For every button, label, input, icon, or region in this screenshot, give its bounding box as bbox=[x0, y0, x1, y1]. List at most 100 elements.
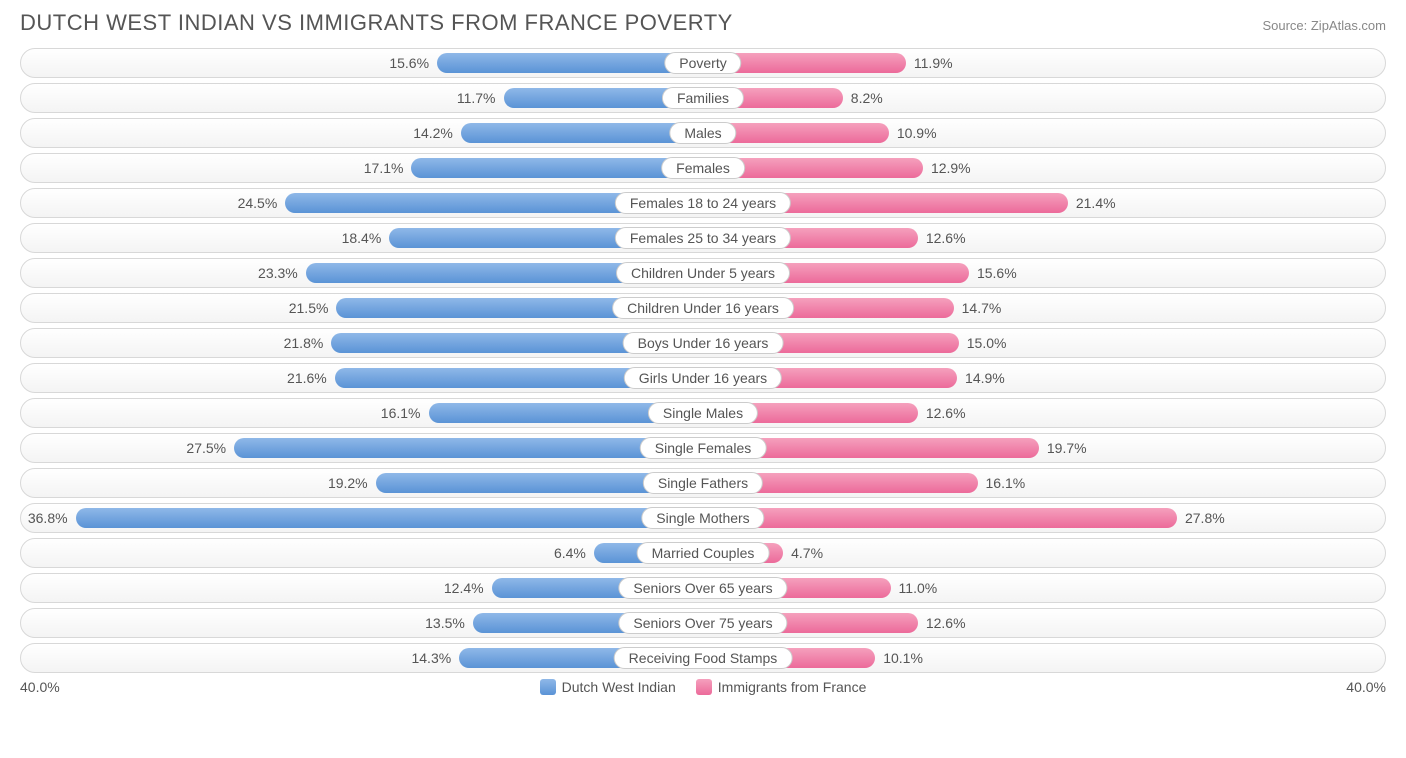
chart-row: 23.3% 15.6%Children Under 5 years bbox=[20, 258, 1386, 288]
category-label: Receiving Food Stamps bbox=[614, 647, 793, 669]
row-right-half: 8.2% bbox=[703, 84, 1385, 112]
value-right: 12.6% bbox=[918, 399, 966, 427]
row-left-half: 16.1% bbox=[21, 399, 703, 427]
row-left-half: 36.8% bbox=[21, 504, 703, 532]
value-right: 10.9% bbox=[889, 119, 937, 147]
chart-row: 16.1% 12.6% Single Males bbox=[20, 398, 1386, 428]
chart-row: 24.5% 21.4% Females 18 to 24 years bbox=[20, 188, 1386, 218]
value-left: 27.5% bbox=[186, 434, 234, 462]
row-right-half: 14.7% bbox=[703, 294, 1385, 322]
chart-row: 13.5% 12.6% Seniors Over 75 years bbox=[20, 608, 1386, 638]
row-left-half: 24.5% bbox=[21, 189, 703, 217]
diverging-bar-chart: 15.6%11.9%Poverty11.7%8.2%Families14.2%1… bbox=[20, 48, 1386, 673]
legend-item-left: Dutch West Indian bbox=[540, 679, 676, 695]
value-right: 11.0% bbox=[891, 574, 938, 602]
legend-swatch-left bbox=[540, 679, 556, 695]
value-right: 27.8% bbox=[1177, 504, 1225, 532]
category-label: Males bbox=[669, 122, 736, 144]
value-left: 6.4% bbox=[554, 539, 594, 567]
value-right: 21.4% bbox=[1068, 189, 1116, 217]
value-right: 12.6% bbox=[918, 224, 966, 252]
value-left: 15.6% bbox=[389, 49, 437, 77]
value-right: 19.7% bbox=[1039, 434, 1087, 462]
row-right-half: 11.0% bbox=[703, 574, 1385, 602]
chart-row: 21.8% 15.0% Boys Under 16 years bbox=[20, 328, 1386, 358]
row-right-half: 15.6% bbox=[703, 259, 1385, 287]
row-left-half: 19.2% bbox=[21, 469, 703, 497]
value-left: 11.7% bbox=[457, 84, 504, 112]
value-right: 15.0% bbox=[959, 329, 1007, 357]
value-right: 11.9% bbox=[906, 49, 953, 77]
category-label: Single Males bbox=[648, 402, 758, 424]
bar-left bbox=[234, 438, 703, 458]
category-label: Children Under 5 years bbox=[616, 262, 790, 284]
row-left-half: 15.6% bbox=[21, 49, 703, 77]
category-label: Seniors Over 75 years bbox=[618, 612, 787, 634]
row-right-half: 12.6% bbox=[703, 399, 1385, 427]
chart-row: 14.2% 10.9% Males bbox=[20, 118, 1386, 148]
chart-row: 15.6% 11.9% Poverty bbox=[20, 48, 1386, 78]
category-label: Single Females bbox=[640, 437, 767, 459]
chart-row: 12.4% 11.0% Seniors Over 65 years bbox=[20, 573, 1386, 603]
value-right: 14.7% bbox=[954, 294, 1002, 322]
value-right: 12.9% bbox=[923, 154, 971, 182]
row-right-half: 12.6% bbox=[703, 609, 1385, 637]
value-left: 24.5% bbox=[238, 189, 286, 217]
bar-left bbox=[76, 508, 703, 528]
category-label: Children Under 16 years bbox=[612, 297, 794, 319]
category-label: Girls Under 16 years bbox=[624, 367, 782, 389]
category-label: Families bbox=[662, 87, 744, 109]
row-left-half: 14.2% bbox=[21, 119, 703, 147]
row-right-half: 12.6% bbox=[703, 224, 1385, 252]
legend-label-right: Immigrants from France bbox=[718, 679, 867, 695]
row-left-half: 21.5% bbox=[21, 294, 703, 322]
value-right: 14.9% bbox=[957, 364, 1005, 392]
category-label: Single Fathers bbox=[643, 472, 763, 494]
row-right-half: 15.0% bbox=[703, 329, 1385, 357]
value-left: 12.4% bbox=[444, 574, 492, 602]
chart-row: 14.3% 10.1% Receiving Food Stamps bbox=[20, 643, 1386, 673]
axis-max-right: 40.0% bbox=[1346, 679, 1386, 695]
row-left-half: 23.3% bbox=[21, 259, 703, 287]
category-label: Poverty bbox=[664, 52, 741, 74]
category-label: Seniors Over 65 years bbox=[618, 577, 787, 599]
value-right: 12.6% bbox=[918, 609, 966, 637]
bar-left bbox=[437, 53, 703, 73]
chart-row: 21.5% 14.7% Children Under 16 years bbox=[20, 293, 1386, 323]
legend-label-left: Dutch West Indian bbox=[562, 679, 676, 695]
chart-row: 11.7% 8.2%Families bbox=[20, 83, 1386, 113]
value-left: 19.2% bbox=[328, 469, 376, 497]
value-left: 14.3% bbox=[411, 644, 459, 672]
row-left-half: 27.5% bbox=[21, 434, 703, 462]
row-right-half: 11.9% bbox=[703, 49, 1385, 77]
row-left-half: 6.4% bbox=[21, 539, 703, 567]
chart-row: 27.5% 19.7% Single Females bbox=[20, 433, 1386, 463]
value-left: 13.5% bbox=[425, 609, 473, 637]
row-right-half: 19.7% bbox=[703, 434, 1385, 462]
value-left: 23.3% bbox=[258, 259, 306, 287]
bar-right bbox=[703, 508, 1177, 528]
category-label: Females 18 to 24 years bbox=[615, 192, 791, 214]
row-left-half: 12.4% bbox=[21, 574, 703, 602]
value-left: 21.5% bbox=[289, 294, 337, 322]
category-label: Boys Under 16 years bbox=[623, 332, 784, 354]
category-label: Females bbox=[661, 157, 745, 179]
row-left-half: 17.1% bbox=[21, 154, 703, 182]
row-left-half: 18.4% bbox=[21, 224, 703, 252]
axis-max-left: 40.0% bbox=[20, 679, 60, 695]
legend: Dutch West Indian Immigrants from France bbox=[540, 679, 867, 695]
value-right: 10.1% bbox=[875, 644, 923, 672]
legend-swatch-right bbox=[696, 679, 712, 695]
row-left-half: 11.7% bbox=[21, 84, 703, 112]
category-label: Married Couples bbox=[637, 542, 770, 564]
row-left-half: 21.8% bbox=[21, 329, 703, 357]
chart-row: 18.4%12.6%Females 25 to 34 years bbox=[20, 223, 1386, 253]
value-left: 14.2% bbox=[413, 119, 461, 147]
chart-source: Source: ZipAtlas.com bbox=[1262, 18, 1386, 33]
row-right-half: 4.7% bbox=[703, 539, 1385, 567]
row-left-half: 21.6% bbox=[21, 364, 703, 392]
value-right: 16.1% bbox=[978, 469, 1026, 497]
chart-row: 21.6% 14.9% Girls Under 16 years bbox=[20, 363, 1386, 393]
row-right-half: 21.4% bbox=[703, 189, 1385, 217]
chart-header: DUTCH WEST INDIAN VS IMMIGRANTS FROM FRA… bbox=[20, 10, 1386, 36]
